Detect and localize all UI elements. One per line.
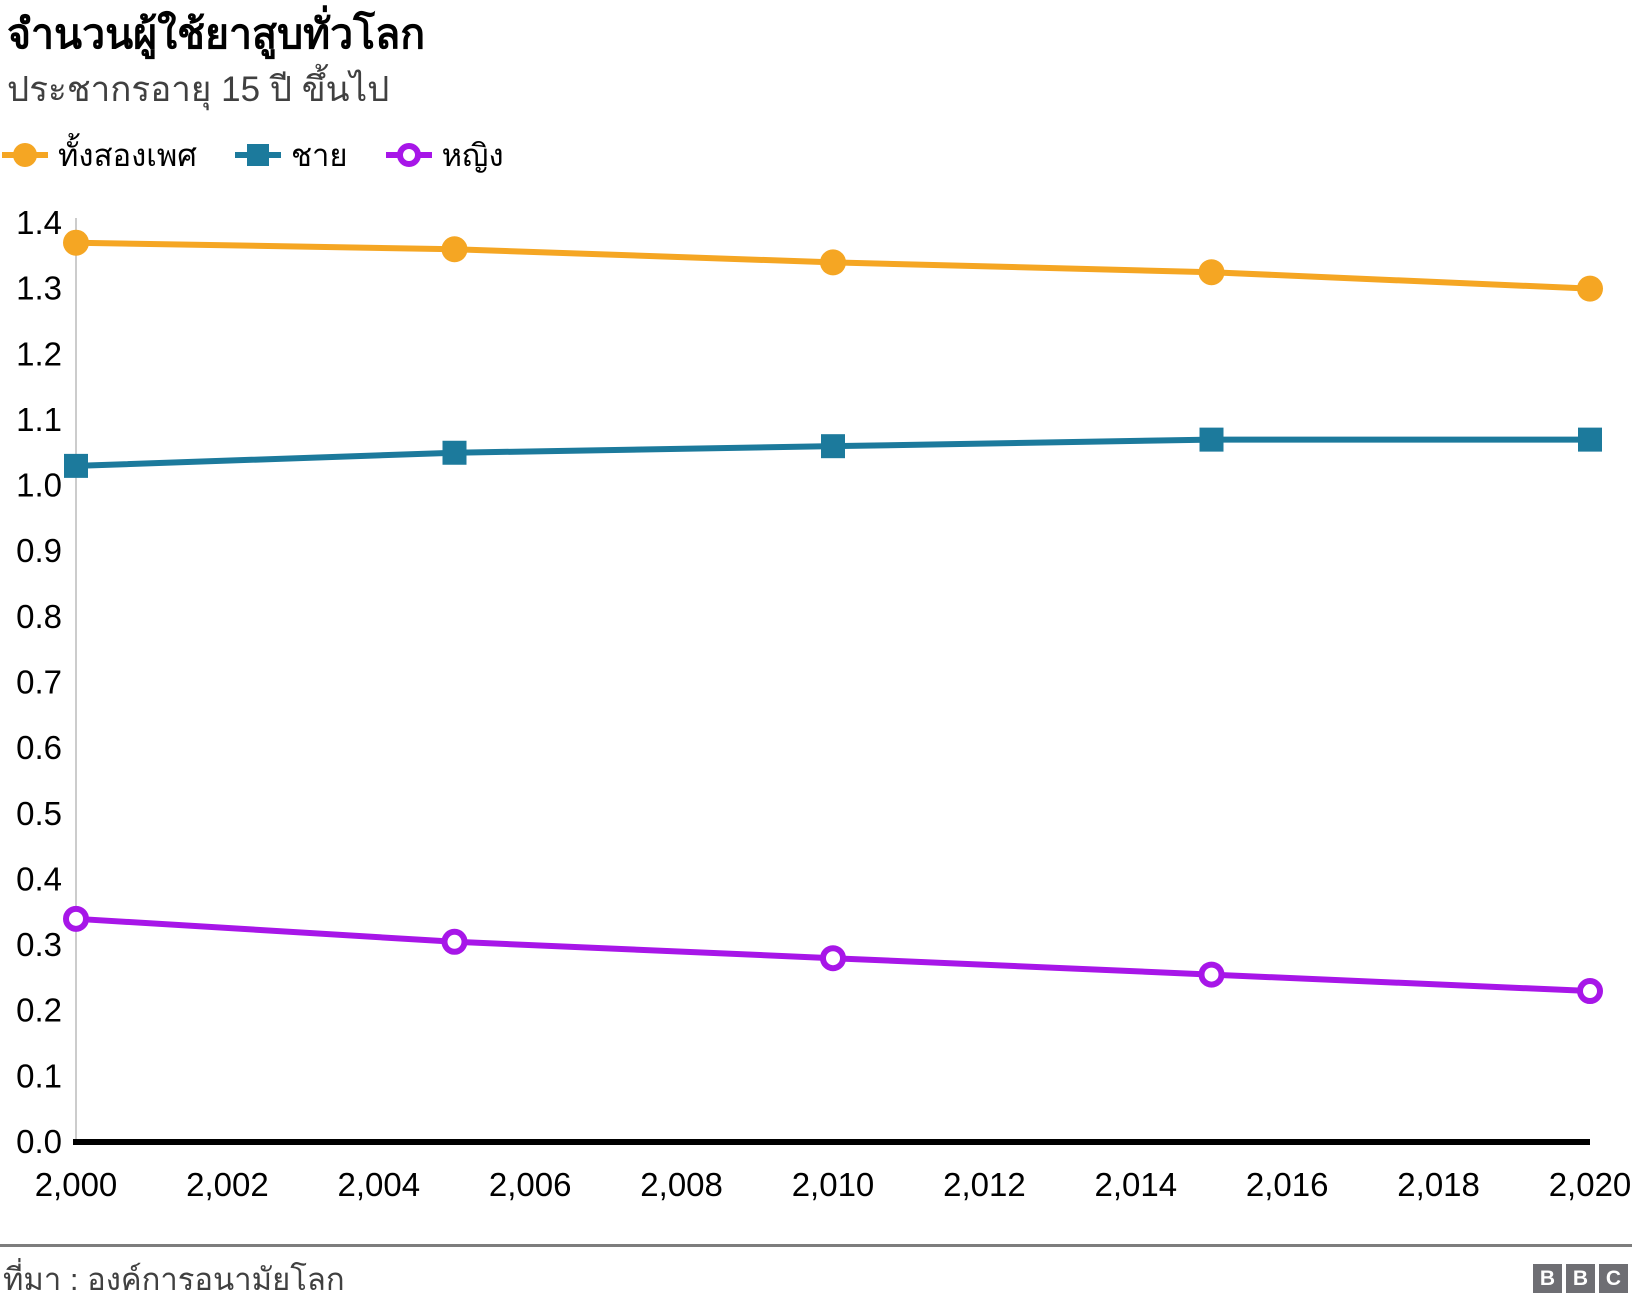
bbc-logo-letter-b1: B <box>1533 1264 1562 1293</box>
legend-label-male: ชาย <box>290 138 348 173</box>
svg-text:1.1: 1.1 <box>16 401 62 438</box>
legend-label-female: หญิง <box>441 138 504 173</box>
legend-item-female: หญิง <box>385 130 504 180</box>
legend-marker-female-icon <box>385 143 432 167</box>
svg-text:0.2: 0.2 <box>16 992 62 1029</box>
svg-text:2,006: 2,006 <box>489 1166 572 1202</box>
svg-text:2,020: 2,020 <box>1549 1166 1632 1202</box>
line-chart: 0.0 0.1 0.2 0.3 0.4 0.5 0.6 0.7 0.8 0.9 1.0 1.1 1.2 1… <box>16 204 1632 1202</box>
svg-text:1.3: 1.3 <box>16 270 62 307</box>
footer-divider <box>0 1244 1632 1247</box>
bbc-logo-letter-b2: B <box>1566 1264 1595 1293</box>
svg-text:0.9: 0.9 <box>16 532 62 569</box>
legend: ทั้งสองเพศ ชาย หญิง <box>2 130 504 180</box>
svg-text:0.6: 0.6 <box>16 729 62 766</box>
svg-text:2,012: 2,012 <box>943 1166 1026 1202</box>
svg-text:1.2: 1.2 <box>16 335 62 372</box>
svg-text:0.4: 0.4 <box>16 860 62 897</box>
svg-text:0.8: 0.8 <box>16 598 62 635</box>
svg-text:2,002: 2,002 <box>186 1166 269 1202</box>
bbc-logo: B B C <box>1533 1264 1628 1293</box>
svg-text:1.0: 1.0 <box>16 467 62 504</box>
chart-title: จำนวนผู้ใช้ยาสูบทั่วโลก <box>7 11 426 57</box>
svg-text:0.7: 0.7 <box>16 664 62 701</box>
svg-text:2,016: 2,016 <box>1246 1166 1329 1202</box>
svg-text:2,018: 2,018 <box>1397 1166 1480 1202</box>
svg-text:2,014: 2,014 <box>1095 1166 1178 1202</box>
svg-text:2,008: 2,008 <box>640 1166 723 1202</box>
svg-text:2,000: 2,000 <box>35 1166 118 1202</box>
legend-label-both-sexes: ทั้งสองเพศ <box>58 138 197 173</box>
svg-text:2,004: 2,004 <box>338 1166 421 1202</box>
svg-text:2,010: 2,010 <box>792 1166 875 1202</box>
svg-text:1.4: 1.4 <box>16 204 62 241</box>
chart-subtitle: ประชากรอายุ 15 ปี ขึ้นไป <box>7 70 390 109</box>
svg-text:0.5: 0.5 <box>16 795 62 832</box>
svg-text:0.1: 0.1 <box>16 1057 62 1094</box>
svg-text:0.3: 0.3 <box>16 926 62 963</box>
legend-marker-both-sexes-icon <box>2 143 48 167</box>
legend-item-male: ชาย <box>234 130 348 180</box>
svg-text:0.0: 0.0 <box>16 1123 62 1160</box>
bbc-logo-letter-c: C <box>1599 1264 1628 1293</box>
legend-item-both-sexes: ทั้งสองเพศ <box>2 130 197 180</box>
source-attribution: ที่มา : องค์การอนามัยโลก <box>3 1262 345 1297</box>
legend-marker-male-icon <box>234 144 281 166</box>
